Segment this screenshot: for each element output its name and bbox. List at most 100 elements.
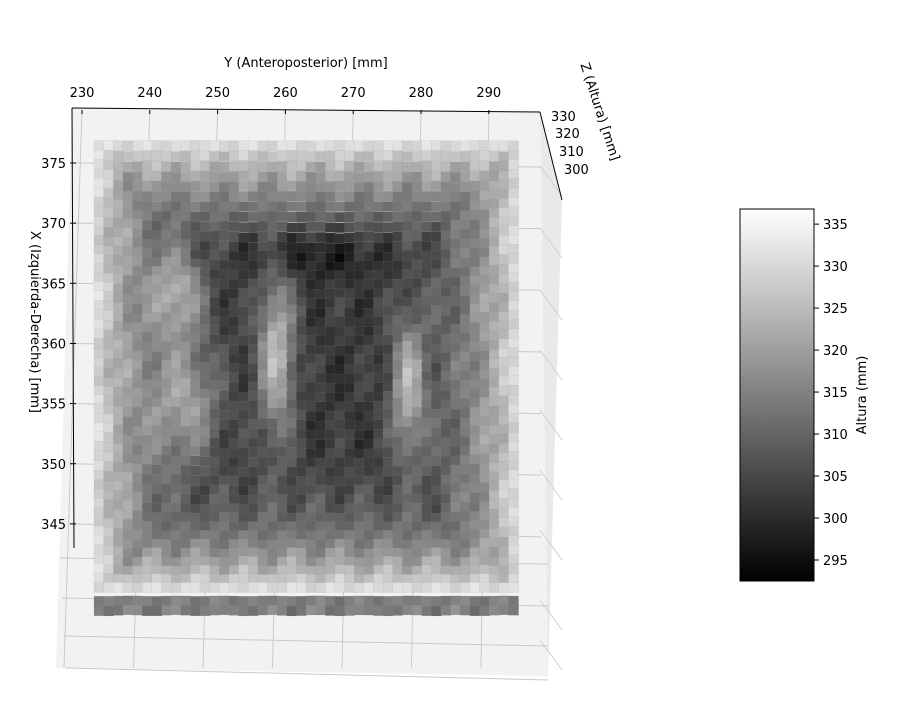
surface-cell [209, 259, 220, 271]
surface-cell [469, 293, 481, 305]
surface-cell [228, 438, 240, 449]
surface-cell [199, 389, 211, 400]
surface-cell [373, 410, 384, 421]
surface-cell [344, 201, 355, 212]
surface-cell [142, 435, 153, 446]
surface-cell [315, 261, 326, 272]
surface-cell [450, 501, 461, 513]
surface-cell [373, 494, 384, 506]
surface-cell [354, 211, 365, 222]
surface-cell [122, 294, 134, 305]
surface-cell [296, 201, 307, 212]
surface-cell [344, 316, 355, 328]
surface-cell [228, 191, 240, 202]
surface-cell [257, 475, 269, 486]
surface-cell [508, 582, 519, 593]
surface-cell [161, 220, 172, 231]
surface-cell [93, 376, 105, 387]
surface-cell [190, 379, 201, 390]
surface-cell [267, 397, 278, 408]
surface-cell [392, 475, 404, 486]
surface-cell [508, 432, 519, 443]
surface-cell [325, 222, 336, 233]
surface-cell [411, 171, 423, 183]
surface-cell [431, 512, 442, 524]
surface-cell [142, 605, 153, 617]
surface-cell [113, 161, 124, 172]
surface-cell [315, 270, 326, 281]
surface-cell [122, 275, 134, 286]
surface-cell [479, 472, 490, 484]
surface-cell [209, 475, 220, 486]
surface-cell [286, 295, 298, 306]
surface-cell [93, 140, 105, 151]
surface-cell [199, 582, 211, 593]
colorbar-tick-label: 310 [823, 428, 848, 443]
surface-cell [132, 445, 143, 456]
surface-cell [498, 527, 510, 538]
surface-cell [209, 380, 220, 391]
surface-cell [334, 335, 346, 347]
surface-cell [180, 582, 192, 593]
surface-cell [450, 351, 461, 362]
surface-cell [344, 392, 355, 403]
x-tick-label: 240 [137, 86, 162, 101]
surface-cell [411, 512, 423, 523]
surface-cell [392, 494, 404, 505]
surface-cell [276, 595, 288, 607]
surface-cell [498, 225, 510, 236]
surface-cell [382, 466, 394, 477]
surface-cell [479, 556, 490, 567]
surface-cell [305, 521, 317, 532]
surface-cell [498, 338, 510, 350]
surface-cell [392, 446, 404, 457]
surface-cell [508, 605, 519, 616]
surface-cell [460, 267, 471, 278]
surface-cell [450, 455, 461, 467]
surface-cell [325, 539, 336, 550]
surface-cell [151, 444, 163, 456]
surface-cell [488, 528, 500, 539]
surface-cell [440, 277, 452, 288]
surface-cell [132, 275, 143, 286]
surface-cell [180, 201, 192, 212]
surface-cell [103, 605, 114, 617]
surface-cell [469, 501, 481, 513]
surface-cell [257, 447, 269, 458]
surface-cell [402, 259, 413, 271]
surface-cell [450, 389, 461, 400]
surface-cell [508, 140, 519, 151]
surface-cell [161, 181, 172, 192]
surface-cell [142, 573, 153, 584]
surface-cell [392, 456, 404, 467]
surface-cell [286, 323, 298, 334]
surface-cell [103, 339, 114, 350]
surface-cell [219, 326, 230, 337]
surface-cell [170, 416, 182, 427]
surface-cell [382, 140, 394, 151]
surface-cell [199, 398, 211, 409]
surface-cell [498, 405, 510, 416]
surface-cell [508, 563, 519, 575]
surface-cell [170, 474, 182, 485]
surface-cell [161, 521, 172, 532]
surface-cell [334, 428, 346, 440]
surface-cell [219, 161, 230, 173]
surface-cell [479, 302, 490, 313]
surface-cell [267, 312, 278, 324]
surface-cell [113, 509, 124, 520]
surface-cell [450, 473, 461, 485]
surface-cell [276, 512, 288, 523]
surface-cell [161, 455, 172, 466]
surface-cell [209, 352, 220, 364]
surface-cell [431, 211, 442, 222]
surface-cell [305, 420, 317, 432]
surface-cell [411, 502, 423, 514]
surface-cell [315, 251, 326, 263]
surface-cell [219, 512, 230, 523]
surface-cell [508, 479, 519, 490]
surface-cell [411, 211, 423, 222]
surface-cell [238, 555, 249, 567]
surface-cell [190, 275, 201, 287]
surface-cell [296, 211, 307, 223]
